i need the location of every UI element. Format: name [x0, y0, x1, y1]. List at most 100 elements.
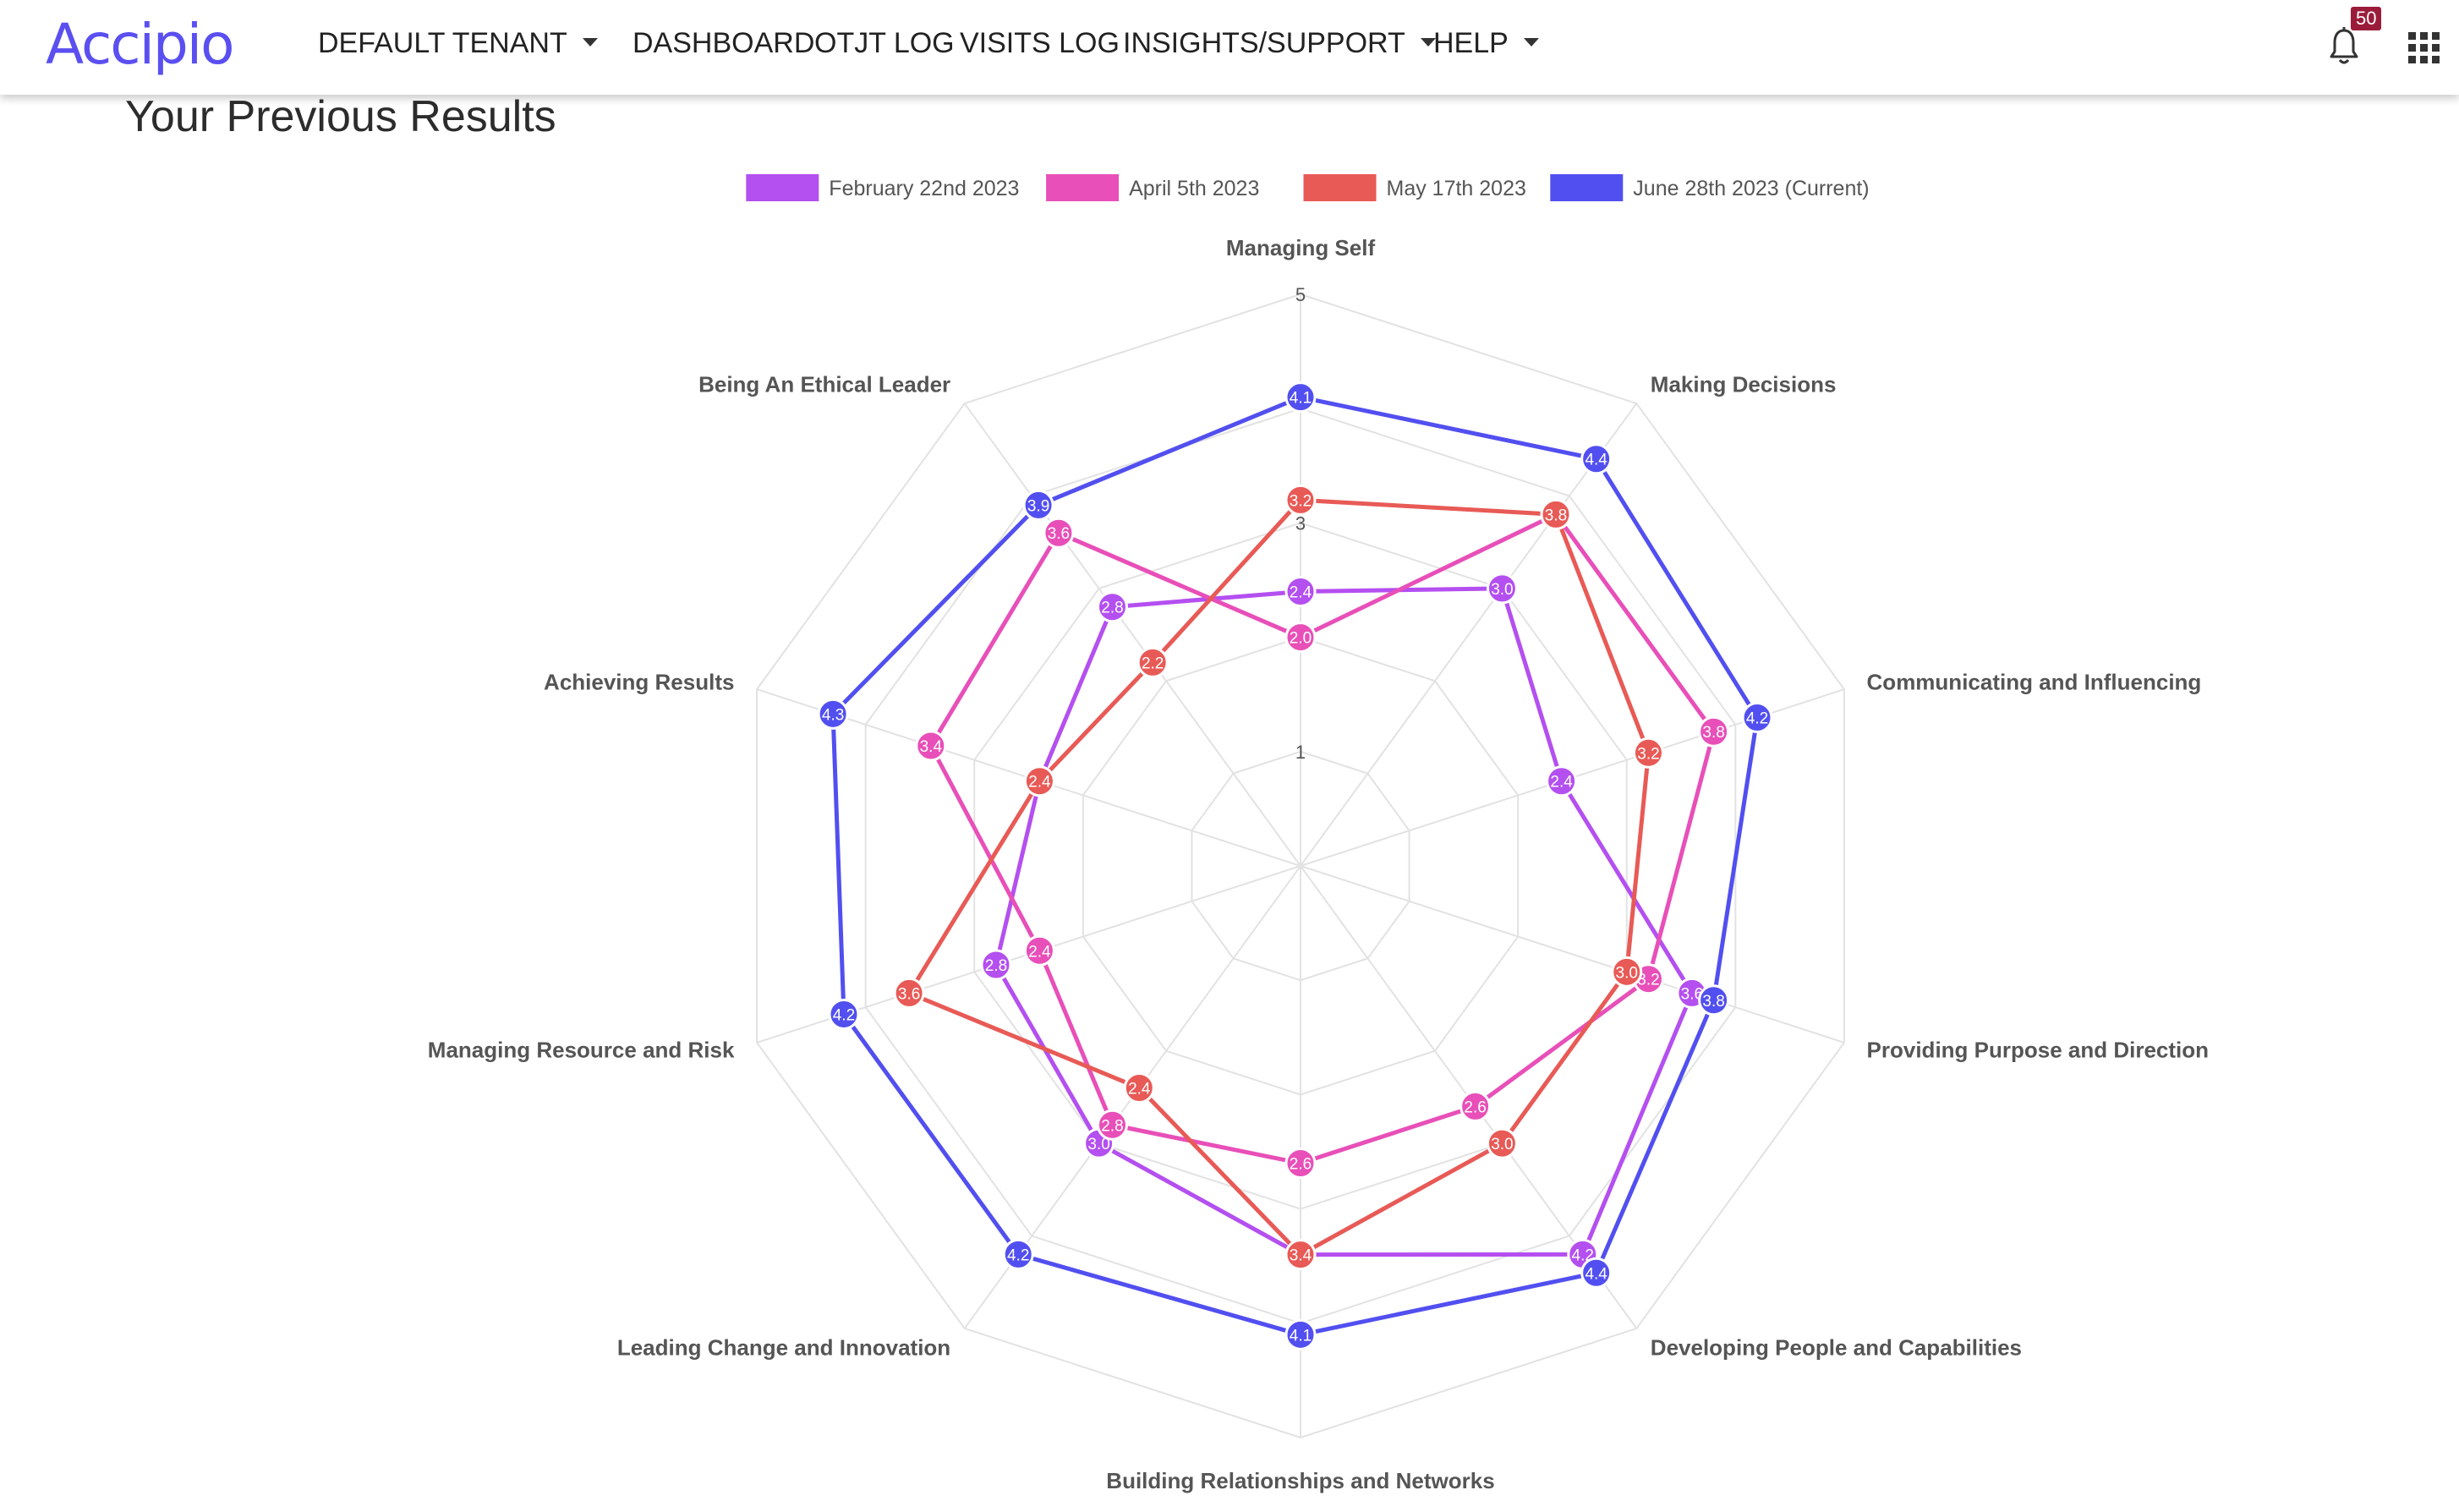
- radar-point: [1002, 1238, 1034, 1270]
- radar-point-label: 3.0: [1491, 1136, 1513, 1153]
- radar-point: [1540, 498, 1572, 530]
- radar-point-label: 4.3: [822, 706, 844, 724]
- nav-default-tenant-label: DEFAULT TENANT: [318, 27, 567, 59]
- radar-point: [1284, 1148, 1317, 1180]
- nav-insights-support[interactable]: INSIGHTS/SUPPORT: [1123, 27, 1436, 60]
- nav-default-tenant[interactable]: DEFAULT TENANT: [318, 27, 598, 60]
- radar-point-label: 2.4: [1028, 774, 1051, 792]
- caret-down-icon: [1523, 38, 1539, 47]
- radar-point: [1486, 572, 1518, 605]
- radar-point-label: 3.9: [1027, 497, 1049, 515]
- radar-point: [1136, 646, 1169, 678]
- legend-label: April 5th 2023: [1129, 177, 1259, 200]
- radar-axis-label: Building Relationships and Networks: [1106, 1468, 1494, 1493]
- radar-point-label: 2.4: [1128, 1081, 1151, 1098]
- chart-legend: February 22nd 2023 April 5th 2023 May 17th…: [746, 174, 1870, 201]
- radar-point-label: 4.1: [1290, 1327, 1312, 1345]
- radar-point: [915, 730, 947, 762]
- nav-visits-log[interactable]: VISITS LOG: [960, 27, 1120, 60]
- radar-point: [1023, 765, 1055, 797]
- legend-swatch: [746, 174, 819, 201]
- radar-point: [1022, 489, 1054, 521]
- radar-point: [1023, 934, 1055, 967]
- radar-point-label: 2.8: [1101, 1117, 1123, 1135]
- radar-point: [817, 698, 849, 730]
- grid-icon[interactable]: [2407, 30, 2440, 64]
- radar-axis-label: Managing Resource and Risk: [428, 1038, 735, 1063]
- radar-spoke: [1300, 403, 1638, 867]
- radar-point: [1580, 443, 1613, 475]
- radar-point: [1284, 1239, 1317, 1271]
- radar-point-label: 2.2: [1142, 655, 1164, 672]
- nav-help-label: HELP: [1433, 27, 1509, 59]
- radar-spoke: [1300, 865, 1845, 1044]
- notification-badge: 50: [2351, 7, 2382, 30]
- nav-dashboard[interactable]: DASHBOARD: [633, 27, 814, 60]
- page-title: Your Previous Results: [125, 92, 556, 141]
- radar-axis-label: Making Decisions: [1651, 371, 1837, 397]
- radar-point: [1698, 715, 1730, 748]
- radar-point-label: 2.4: [1028, 943, 1051, 961]
- bell-icon[interactable]: [2327, 25, 2361, 68]
- nav-insights-support-label: INSIGHTS/SUPPORT: [1123, 27, 1405, 59]
- radar-point: [1043, 517, 1075, 549]
- radar-axis-label: Being An Ethical Leader: [698, 371, 950, 397]
- radar-tick-label: 3: [1295, 512, 1306, 534]
- radar-point-label: 3.4: [920, 738, 943, 756]
- radar-point: [1284, 1318, 1317, 1350]
- radar-point-label: 2.0: [1290, 630, 1312, 648]
- legend-swatch: [1550, 174, 1624, 201]
- radar-point-label: 3.2: [1637, 972, 1659, 989]
- radar-spoke: [963, 403, 1301, 867]
- radar-point-label: 3.6: [898, 985, 920, 1003]
- radar-point-label: 3.8: [1545, 507, 1567, 524]
- radar-tick-label: 1: [1295, 742, 1306, 763]
- radar-point: [1096, 1109, 1128, 1141]
- radar-point-label: 2.4: [1290, 584, 1312, 602]
- nav-help[interactable]: HELP: [1433, 27, 1539, 60]
- radar-axis-label: Managing Self: [1226, 235, 1376, 260]
- radar-axis-label: Leading Change and Innovation: [617, 1335, 950, 1361]
- radar-point-label: 2.8: [985, 957, 1007, 975]
- accipio-logo[interactable]: Accipio: [46, 12, 235, 77]
- radar-point-label: 3.0: [1491, 581, 1513, 599]
- radar-point-label: 3.2: [1290, 492, 1312, 510]
- radar-point: [1123, 1072, 1155, 1104]
- radar-point: [893, 977, 925, 1009]
- radar-point-label: 3.0: [1087, 1136, 1109, 1153]
- radar-point: [1698, 984, 1730, 1016]
- radar-axis-label: Achieving Results: [544, 669, 734, 694]
- radar-point: [1632, 737, 1664, 769]
- radar-point-label: 4.2: [1007, 1246, 1029, 1264]
- legend-label: May 17th 2023: [1387, 177, 1526, 200]
- legend-swatch: [1046, 174, 1120, 201]
- radar-point: [1284, 484, 1317, 516]
- radar-point: [828, 998, 860, 1030]
- radar-point-label: 2.4: [1550, 774, 1573, 792]
- radar-point-label: 3.8: [1702, 724, 1724, 742]
- radar-point-label: 3.4: [1290, 1247, 1312, 1265]
- radar-point: [1460, 1090, 1492, 1122]
- radar-point-label: 3.8: [1702, 993, 1724, 1011]
- radar-point-label: 4.1: [1290, 390, 1312, 408]
- radar-point: [1284, 622, 1317, 654]
- radar-point-label: 2.6: [1290, 1156, 1312, 1174]
- radar-point-label: 3.0: [1616, 964, 1638, 982]
- nav-otjt-log[interactable]: OTJT LOG: [814, 27, 955, 60]
- radar-point-label: 3.6: [1681, 985, 1703, 1003]
- radar-axis-label: Developing People and Capabilities: [1651, 1335, 2022, 1361]
- caret-down-icon: [1420, 38, 1436, 47]
- radar-point: [1486, 1127, 1518, 1159]
- caret-down-icon: [582, 38, 598, 47]
- radar-point-label: 2.8: [1101, 600, 1123, 617]
- radar-point-label: 2.6: [1464, 1098, 1486, 1116]
- radar-point: [1611, 956, 1643, 988]
- radar-point: [1096, 591, 1128, 623]
- radar-point: [1284, 576, 1317, 608]
- radar-series: 2.0 3.8 3.8 3.2 2.6 2.6 2.8 2.4 3.4 3.6: [915, 498, 1730, 1180]
- radar-axis-label: Providing Purpose and Direction: [1867, 1038, 2210, 1063]
- radar-series: 3.23.83.23.03.03.42.43.62.42.2: [893, 484, 1664, 1271]
- radar-point-label: 4.4: [1585, 452, 1607, 469]
- nav-otjt-log-label: OTJT LOG: [814, 27, 955, 59]
